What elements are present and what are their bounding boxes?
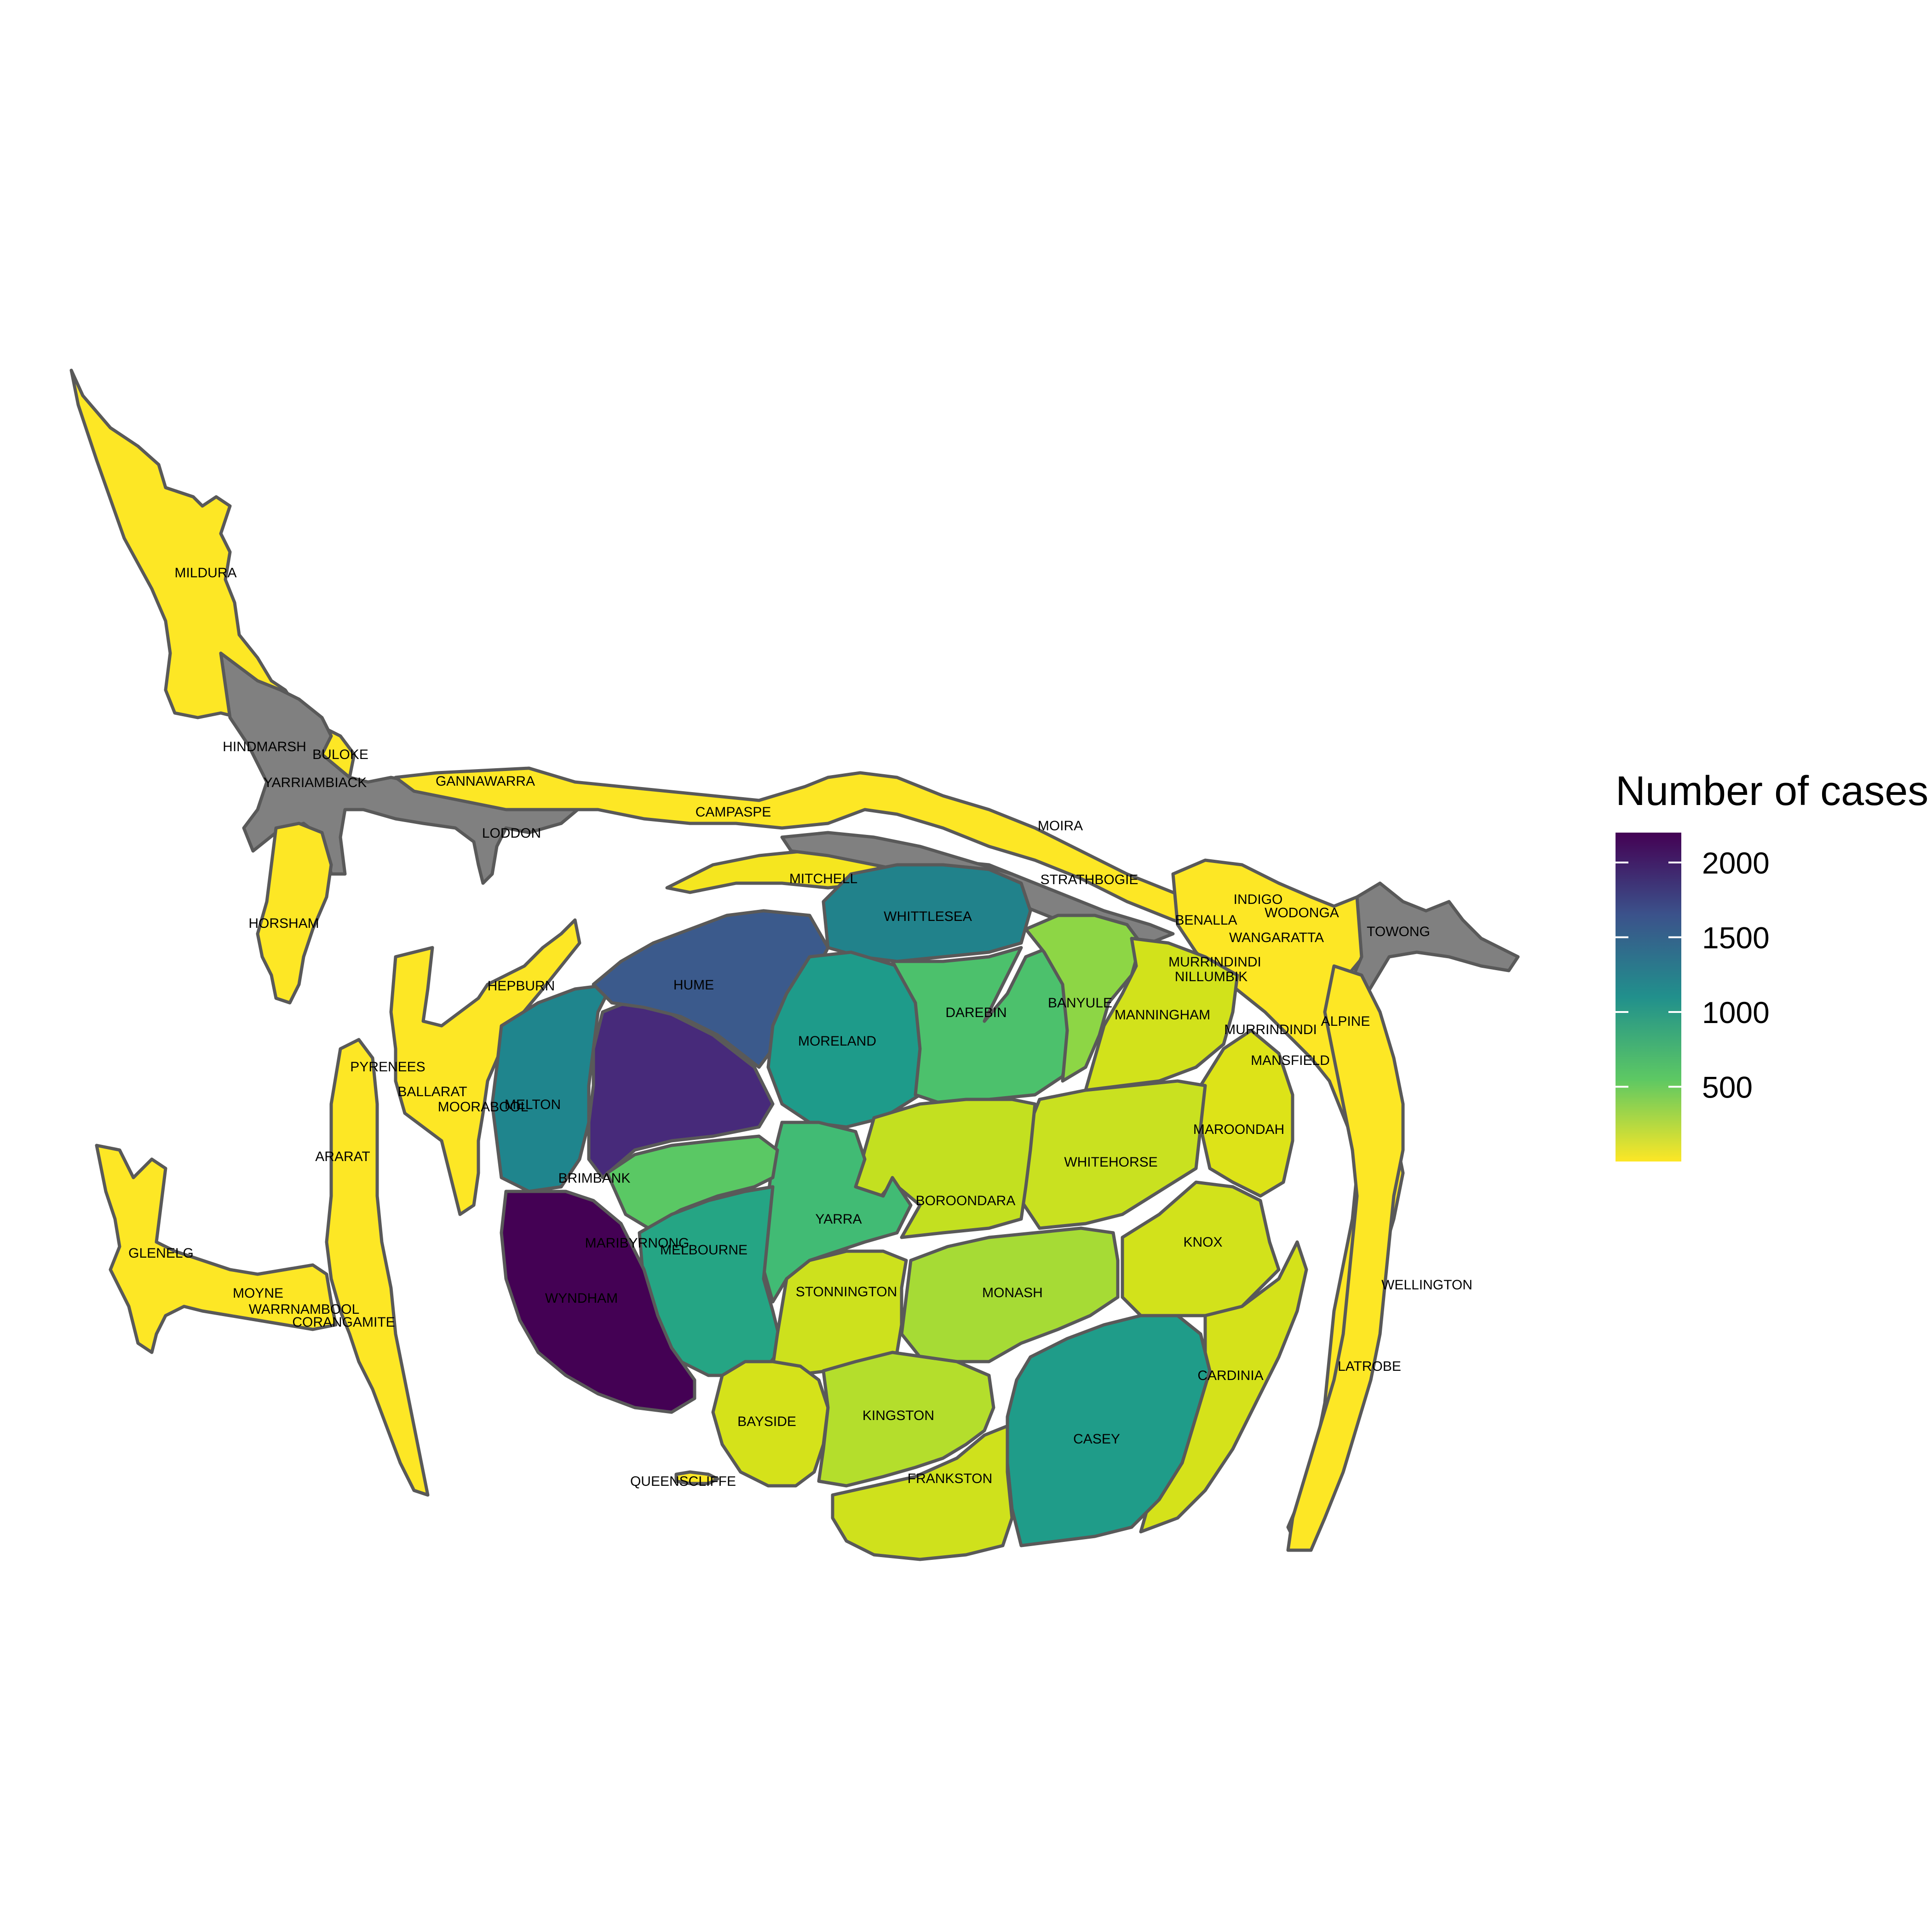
region-label: MARIBYRNONG [585,1236,690,1251]
region-label: BRIMBANK [558,1171,631,1186]
region-label: MOORABOOL [438,1099,529,1115]
region-label: CORANGAMITE [292,1315,395,1330]
region-label: INDIGO [1234,892,1283,907]
region-label: FRANKSTON [908,1471,992,1486]
region-label: MOIRA [1038,818,1083,834]
region-horsham [256,822,333,1005]
region-label: WYNDHAM [545,1291,618,1306]
legend-tick-label: 500 [1702,1070,1753,1104]
region-label: DAREBIN [945,1005,1006,1020]
region-label: MORELAND [798,1034,876,1049]
region-label: LATROBE [1338,1359,1401,1374]
region-label: CARDINIA [1197,1368,1263,1383]
region-wellington-latrobe [1286,964,1405,1552]
region-label: ARARAT [315,1149,370,1164]
region-label: BANYULE [1048,995,1112,1011]
region-label: YARRIAMBIACK [264,775,367,790]
region-brimbank [587,1001,775,1179]
region-label: HINDMARSH [223,739,306,754]
region-label: BENALLA [1175,913,1237,928]
region-label: LODDON [482,826,541,841]
region-darebin [891,946,1074,1106]
region-label: MELBOURNE [660,1242,748,1258]
region-label: MANNINGHAM [1115,1007,1210,1023]
region-label: WARRNAMBOOL [249,1302,360,1317]
region-hindmarsh-buloke [219,651,591,885]
region-mildura [69,368,356,779]
region-label: HORSHAM [248,916,319,931]
region-label: MANSFIELD [1251,1053,1330,1068]
region-label: BULOKE [312,747,368,762]
region-label: PYRENEES [350,1059,425,1075]
region-label: HUME [673,978,714,993]
region-label: GLENELG [128,1246,194,1261]
map-regions [69,368,1520,1561]
legend-tick-label: 2000 [1702,846,1770,880]
region-label: YARRA [815,1212,862,1227]
region-label: MURRINDINDI [1168,954,1261,970]
region-monash [900,1226,1120,1363]
region-label: WANGARATTA [1229,930,1324,945]
legend-ticks: 2000 1500 1000 500 [1616,846,1770,1104]
legend-tick-label: 1500 [1702,921,1770,955]
legend-tick-label: 1000 [1702,995,1770,1029]
region-label: STRATHBOGIE [1041,872,1138,887]
region-label: TOWONG [1367,924,1430,939]
legend: Number of cases 2000 1500 1000 500 [1616,768,1928,1162]
region-label: GANNAWARRA [436,774,535,789]
region-label: STONNINGTON [796,1284,897,1300]
region-banyule [1024,914,1143,1083]
region-kingston [817,1351,995,1488]
region-labels: MILDURA HINDMARSH BULOKE YARRIAMBIACK GANNAW… [128,565,1472,1489]
region-label: WHITEHORSE [1064,1155,1157,1170]
region-label: WODONGA [1265,905,1339,920]
region-label: QUEENSCLIFFE [630,1474,736,1489]
region-west-central [389,918,581,1216]
region-melton [490,983,614,1193]
region-label: HEPBURN [488,978,555,994]
region-label: BALLARAT [397,1084,467,1099]
region-label: NILLUMBIK [1175,969,1248,984]
region-wyndham [500,1190,696,1414]
region-towong [1346,881,1520,1005]
region-label: CASEY [1073,1432,1120,1447]
region-label: ALPINE [1321,1014,1370,1029]
legend-title: Number of cases [1616,768,1928,814]
region-label: MAROONDAH [1193,1122,1284,1137]
region-label: BOROONDARA [916,1193,1016,1208]
region-label: KNOX [1183,1235,1222,1250]
region-label: MELTON [505,1097,561,1112]
region-label: MOYNE [233,1286,283,1301]
region-label: MURRINDINDI [1224,1022,1317,1037]
region-bayside [711,1360,830,1488]
region-frankston [831,1424,1014,1561]
region-manningham [1084,937,1239,1092]
region-ararat-corangamite [325,1038,430,1497]
legend-colorbar [1616,833,1681,1162]
region-queenscliffe [674,1470,719,1485]
region-label: WHITTLESEA [884,909,972,924]
region-label: MITCHELL [789,871,857,886]
region-label: WELLINGTON [1381,1277,1472,1293]
region-southwest [95,1144,338,1354]
region-label: KINGSTON [862,1408,934,1423]
region-label: MILDURA [174,565,236,581]
region-label: BAYSIDE [737,1414,796,1429]
region-label: CAMPASPE [696,805,771,820]
region-label: MONASH [982,1285,1043,1300]
